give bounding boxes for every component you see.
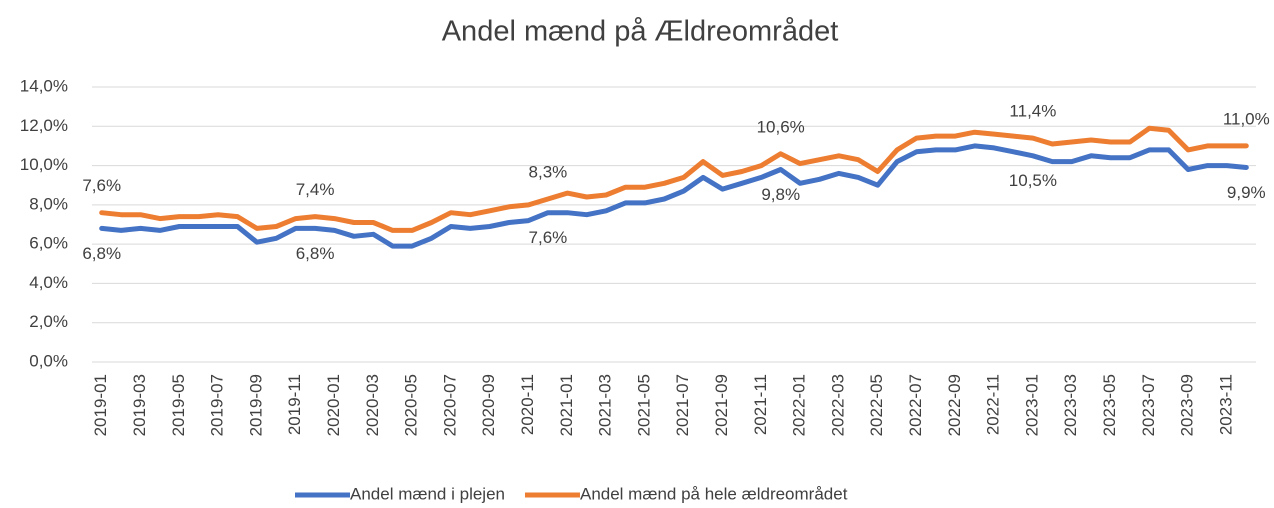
- data-label: 10,5%: [1009, 171, 1057, 190]
- data-label: 11,0%: [1223, 109, 1270, 128]
- x-tick-label: 2023-05: [1100, 374, 1119, 436]
- y-tick-label: 14,0%: [20, 76, 68, 95]
- y-tick-label: 8,0%: [29, 194, 68, 213]
- x-tick-label: 2020-11: [518, 374, 537, 435]
- y-tick-label: 4,0%: [29, 273, 68, 292]
- x-tick-label: 2022-07: [906, 374, 925, 436]
- x-tick-label: 2022-03: [828, 374, 847, 436]
- x-tick-label: 2020-05: [402, 374, 421, 436]
- data-label: 6,8%: [296, 244, 335, 263]
- x-tick-label: 2021-03: [596, 374, 615, 436]
- x-tick-label: 2022-05: [867, 374, 886, 436]
- data-label: 9,8%: [761, 185, 800, 204]
- x-tick-label: 2023-03: [1061, 374, 1080, 436]
- data-label: 11,4%: [1009, 102, 1056, 121]
- x-tick-label: 2019-07: [208, 374, 227, 436]
- x-tick-label: 2019-05: [169, 374, 188, 436]
- x-tick-label: 2023-01: [1022, 374, 1041, 436]
- data-label: 7,4%: [296, 180, 335, 199]
- data-label: 9,9%: [1227, 183, 1266, 202]
- data-label: 7,6%: [529, 228, 568, 247]
- y-tick-label: 0,0%: [29, 351, 68, 370]
- x-tick-label: 2021-05: [634, 374, 653, 436]
- x-tick-label: 2019-09: [246, 374, 265, 436]
- series-line: [99, 143, 1249, 249]
- y-tick-label: 2,0%: [29, 312, 68, 331]
- x-tick-label: 2019-01: [91, 374, 110, 436]
- x-tick-label: 2019-11: [285, 374, 304, 435]
- x-tick-label: 2020-07: [440, 374, 459, 436]
- chart-title: Andel mænd på Ældreområdet: [442, 16, 839, 48]
- x-tick-label: 2020-03: [363, 374, 382, 436]
- x-tick-label: 2022-11: [984, 374, 1003, 435]
- x-tick-label: 2022-01: [790, 374, 809, 436]
- series-line: [99, 125, 1249, 233]
- legend-label: Andel mænd i plejen: [350, 484, 505, 503]
- x-tick-label: 2021-01: [557, 374, 576, 436]
- data-label: 8,3%: [529, 162, 568, 181]
- x-tick-label: 2021-09: [712, 374, 731, 436]
- data-label: 10,6%: [757, 117, 805, 136]
- data-label: 7,6%: [82, 176, 121, 195]
- x-tick-label: 2023-09: [1178, 374, 1197, 436]
- x-tick-label: 2019-03: [130, 374, 149, 436]
- x-tick-label: 2022-09: [945, 374, 964, 436]
- y-tick-label: 6,0%: [29, 234, 68, 253]
- y-tick-label: 12,0%: [20, 116, 68, 135]
- x-tick-label: 2023-07: [1139, 374, 1158, 436]
- x-tick-label: 2020-09: [479, 374, 498, 436]
- legend-label: Andel mænd på hele ældreområdet: [580, 484, 848, 503]
- data-label: 6,8%: [82, 244, 121, 263]
- x-tick-label: 2021-07: [673, 374, 692, 436]
- x-tick-label: 2023-11: [1216, 374, 1235, 435]
- y-tick-label: 10,0%: [20, 155, 68, 174]
- x-tick-label: 2020-01: [324, 374, 343, 436]
- x-tick-label: 2021-11: [751, 374, 770, 435]
